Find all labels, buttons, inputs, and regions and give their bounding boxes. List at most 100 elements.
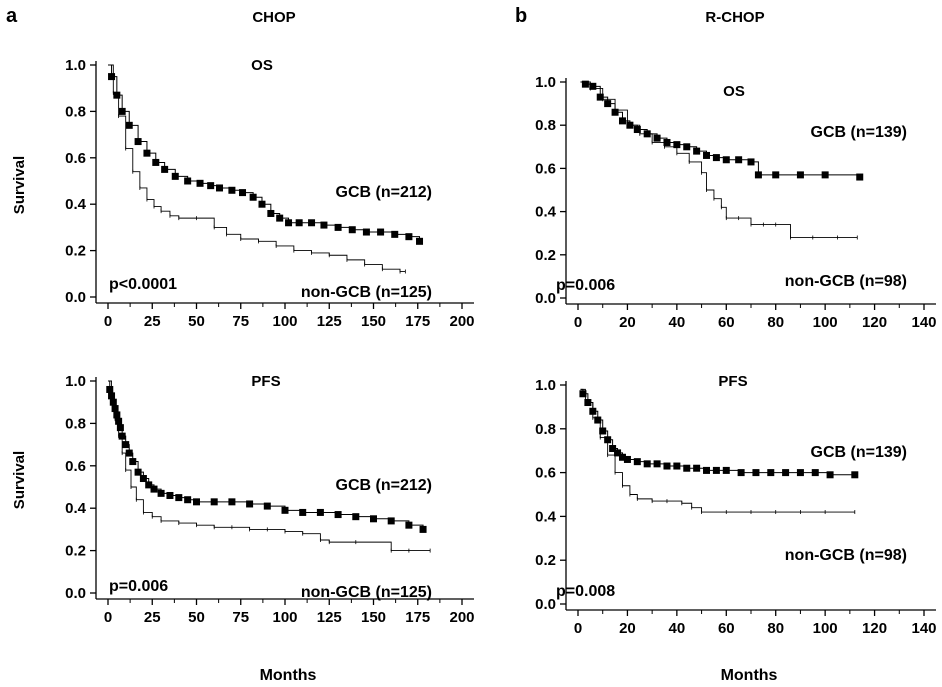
x-tick-label-os-chop: 175 bbox=[405, 313, 430, 330]
x-tick-label-os-rchop: 140 bbox=[911, 314, 936, 331]
censor-marker-gcb-os-rchop bbox=[735, 156, 743, 164]
y-tick-label-os-chop: 0.2 bbox=[65, 243, 86, 260]
censor-marker-gcb-pfs-rchop bbox=[796, 469, 804, 477]
x-tick-label-pfs-rchop: 120 bbox=[862, 620, 887, 637]
label-gcb-os-chop: GCB (n=212) bbox=[336, 184, 432, 201]
censor-marker-gcb-os-chop bbox=[171, 172, 179, 180]
y-tick-label-os-rchop: 0.2 bbox=[535, 247, 556, 264]
censor-marker-gcb-pfs-chop bbox=[405, 521, 413, 529]
y-tick-label-os-chop: 0.8 bbox=[65, 103, 86, 120]
xlabel-right: Months bbox=[721, 667, 778, 684]
censor-marker-gcb-pfs-rchop bbox=[609, 445, 617, 453]
subtitle-pfs-rchop: PFS bbox=[718, 373, 747, 390]
censor-marker-gcb-pfs-chop bbox=[299, 508, 307, 516]
censor-marker-gcb-pfs-rchop bbox=[618, 453, 626, 461]
label-nongcb-os-rchop: non-GCB (n=98) bbox=[785, 273, 907, 290]
censor-marker-gcb-pfs-rchop bbox=[643, 460, 651, 468]
censor-marker-gcb-pfs-rchop bbox=[826, 471, 834, 479]
censor-marker-gcb-pfs-rchop bbox=[811, 469, 819, 477]
censor-marker-gcb-os-rchop bbox=[633, 126, 641, 134]
label-gcb-pfs-chop: GCB (n=212) bbox=[336, 477, 432, 494]
censor-marker-gcb-pfs-chop bbox=[134, 468, 142, 476]
y-tick-label-pfs-rchop: 0.0 bbox=[535, 596, 556, 613]
censor-marker-gcb-os-rchop bbox=[581, 80, 589, 88]
censor-marker-gcb-pfs-rchop bbox=[683, 464, 691, 472]
censor-marker-gcb-os-chop bbox=[416, 237, 424, 245]
panel-letter-a: a bbox=[6, 5, 18, 27]
censor-marker-gcb-pfs-rchop bbox=[623, 455, 631, 463]
censor-marker-gcb-os-chop bbox=[143, 149, 151, 157]
y-tick-label-os-rchop: 0.4 bbox=[535, 204, 557, 221]
censor-marker-gcb-os-chop bbox=[118, 107, 126, 115]
censor-marker-gcb-pfs-rchop bbox=[712, 466, 720, 474]
censor-marker-gcb-pfs-chop bbox=[246, 500, 254, 508]
censor-marker-gcb-pfs-rchop bbox=[614, 449, 622, 457]
censor-marker-gcb-os-chop bbox=[196, 179, 204, 187]
y-tick-label-os-chop: 0.6 bbox=[65, 150, 86, 167]
censor-marker-gcb-pfs-rchop bbox=[737, 469, 745, 477]
censor-marker-gcb-os-chop bbox=[108, 73, 116, 81]
y-tick-label-os-rchop: 0.6 bbox=[535, 160, 556, 177]
censor-marker-gcb-os-chop bbox=[228, 186, 236, 194]
x-tick-label-os-rchop: 0 bbox=[574, 314, 582, 331]
censor-marker-gcb-os-rchop bbox=[604, 100, 612, 108]
pvalue-os-chop: p<0.0001 bbox=[109, 276, 177, 293]
y-tick-label-pfs-chop: 0.0 bbox=[65, 585, 86, 602]
censor-marker-gcb-pfs-chop bbox=[370, 515, 377, 523]
censor-marker-gcb-os-chop bbox=[113, 91, 121, 99]
censor-marker-gcb-pfs-rchop bbox=[599, 427, 607, 435]
censor-marker-gcb-os-rchop bbox=[712, 154, 720, 162]
censor-marker-gcb-os-rchop bbox=[772, 171, 780, 179]
censor-marker-gcb-os-rchop bbox=[754, 171, 762, 179]
x-tick-label-os-chop: 50 bbox=[188, 313, 205, 330]
x-tick-label-pfs-chop: 100 bbox=[272, 609, 297, 626]
y-tick-label-os-chop: 1.0 bbox=[65, 57, 86, 74]
censor-marker-gcb-os-rchop bbox=[618, 117, 626, 125]
censor-marker-gcb-pfs-chop bbox=[157, 489, 165, 497]
censor-marker-gcb-pfs-chop bbox=[125, 449, 133, 457]
y-tick-label-pfs-rchop: 0.8 bbox=[535, 421, 556, 438]
censor-marker-gcb-pfs-chop bbox=[334, 511, 342, 519]
y-tick-label-os-rchop: 0.0 bbox=[535, 290, 556, 307]
x-tick-label-os-rchop: 120 bbox=[862, 314, 887, 331]
label-nongcb-pfs-rchop: non-GCB (n=98) bbox=[785, 547, 907, 564]
censor-marker-gcb-os-rchop bbox=[589, 82, 597, 90]
censor-marker-gcb-pfs-rchop bbox=[703, 466, 711, 474]
censor-marker-gcb-os-chop bbox=[362, 228, 370, 236]
censor-marker-gcb-os-rchop bbox=[596, 93, 604, 101]
censor-marker-gcb-pfs-chop bbox=[129, 458, 137, 466]
panel-title-chop: CHOP bbox=[252, 9, 295, 26]
censor-marker-gcb-pfs-rchop bbox=[851, 471, 859, 479]
censor-marker-gcb-pfs-chop bbox=[387, 517, 395, 525]
curve-nongcb-pfs-rchop bbox=[580, 388, 855, 513]
subtitle-os-rchop: OS bbox=[723, 83, 745, 100]
censor-marker-gcb-os-chop bbox=[258, 200, 266, 208]
censor-marker-gcb-pfs-rchop bbox=[722, 466, 730, 474]
x-tick-label-os-chop: 125 bbox=[317, 313, 342, 330]
label-nongcb-pfs-chop: non-GCB (n=125) bbox=[301, 584, 432, 601]
censor-marker-gcb-pfs-rchop bbox=[663, 462, 671, 470]
censor-marker-gcb-os-rchop bbox=[653, 134, 661, 142]
censor-marker-gcb-os-chop bbox=[161, 165, 169, 173]
ylabel-top: Survival bbox=[11, 156, 28, 214]
censor-marker-gcb-os-chop bbox=[239, 189, 247, 197]
x-tick-label-os-chop: 0 bbox=[104, 313, 112, 330]
censor-marker-gcb-os-rchop bbox=[821, 171, 829, 179]
plot-pfs-rchop: 0.0 0.2 0.4 0.6 0.8 1.0 0 20 40 60 80 100 120 140 bbox=[535, 377, 936, 637]
censor-marker-gcb-os-rchop bbox=[747, 158, 755, 166]
curve-nongcb-os-rchop bbox=[580, 81, 858, 238]
censor-marker-gcb-os-chop bbox=[184, 177, 192, 185]
censor-marker-gcb-pfs-rchop bbox=[653, 460, 661, 468]
x-tick-label-pfs-rchop: 80 bbox=[767, 620, 784, 637]
pvalue-os-rchop: p=0.006 bbox=[556, 277, 615, 294]
y-tick-label-pfs-chop: 0.8 bbox=[65, 415, 86, 432]
censor-marker-gcb-os-rchop bbox=[856, 173, 864, 181]
censor-marker-gcb-pfs-chop bbox=[106, 385, 114, 393]
y-tick-label-os-chop: 0.4 bbox=[65, 196, 87, 213]
x-tick-label-pfs-chop: 0 bbox=[104, 609, 112, 626]
censor-marker-gcb-os-chop bbox=[391, 230, 399, 238]
censor-marker-gcb-pfs-rchop bbox=[782, 469, 790, 477]
x-tick-label-pfs-rchop: 60 bbox=[718, 620, 735, 637]
censor-marker-gcb-os-chop bbox=[152, 158, 160, 166]
